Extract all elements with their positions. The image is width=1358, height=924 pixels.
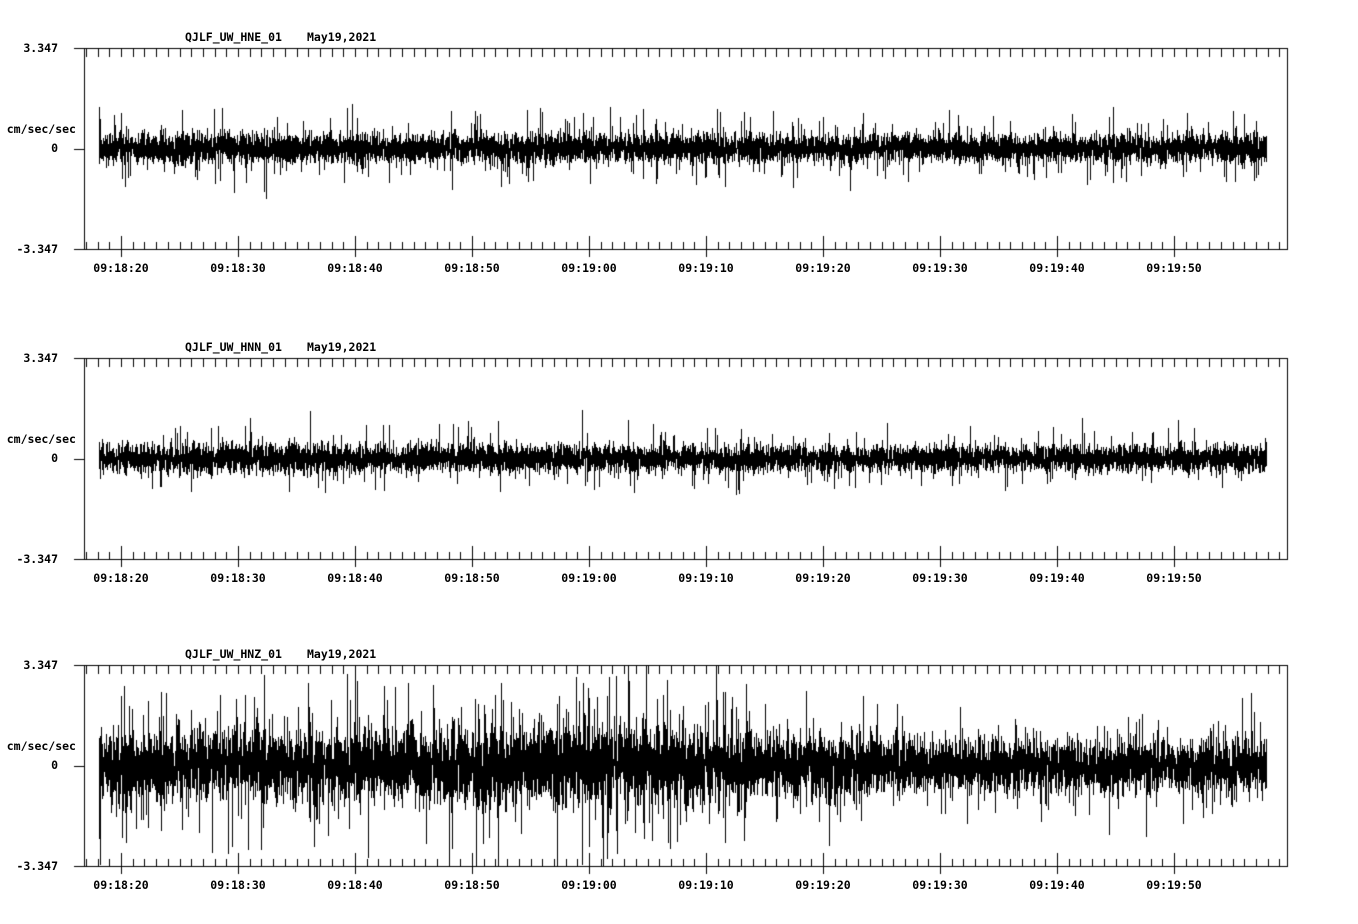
panel-title-station: QJLF_UW_HNN_01: [185, 340, 282, 354]
x-tick-label: 09:19:40: [1029, 261, 1085, 275]
x-tick-label: 09:19:40: [1029, 571, 1085, 585]
y-tick-min: -3.347: [16, 242, 58, 256]
x-tick-label: 09:19:50: [1146, 261, 1202, 275]
panel-title-date: May19,2021: [307, 340, 377, 354]
y-axis-unit: cm/sec/sec: [6, 122, 76, 136]
panel-title-date: May19,2021: [307, 30, 377, 44]
x-tick-label: 09:19:00: [561, 878, 617, 892]
x-tick-label: 09:19:30: [912, 878, 968, 892]
x-tick-label: 09:18:30: [210, 878, 266, 892]
y-tick-zero: 0: [51, 758, 58, 772]
x-tick-label: 09:19:00: [561, 261, 617, 275]
x-tick-label: 09:18:50: [444, 261, 500, 275]
y-tick-min: -3.347: [16, 552, 58, 566]
x-tick-label: 09:19:20: [795, 878, 851, 892]
x-tick-label: 09:18:20: [93, 261, 149, 275]
x-tick-label: 09:19:20: [795, 261, 851, 275]
x-tick-label: 09:18:30: [210, 571, 266, 585]
y-tick-zero: 0: [51, 141, 58, 155]
x-tick-label: 09:19:00: [561, 571, 617, 585]
x-tick-label: 09:19:10: [678, 571, 734, 585]
x-tick-label: 09:19:40: [1029, 878, 1085, 892]
x-tick-label: 09:19:10: [678, 878, 734, 892]
x-tick-label: 09:19:50: [1146, 878, 1202, 892]
y-tick-zero: 0: [51, 451, 58, 465]
x-tick-label: 09:18:40: [327, 571, 383, 585]
y-tick-min: -3.347: [16, 859, 58, 873]
x-tick-label: 09:19:30: [912, 261, 968, 275]
panel-title-station: QJLF_UW_HNZ_01: [185, 647, 282, 661]
x-tick-label: 09:18:50: [444, 571, 500, 585]
y-axis-unit: cm/sec/sec: [6, 739, 76, 753]
y-tick-max: 3.347: [23, 351, 58, 365]
x-tick-label: 09:18:20: [93, 878, 149, 892]
panel-title-date: May19,2021: [307, 647, 377, 661]
y-tick-max: 3.347: [23, 41, 58, 55]
x-tick-label: 09:19:20: [795, 571, 851, 585]
panel-title-station: QJLF_UW_HNE_01: [185, 30, 282, 44]
y-axis-unit: cm/sec/sec: [6, 432, 76, 446]
x-tick-label: 09:18:20: [93, 571, 149, 585]
x-tick-label: 09:18:30: [210, 261, 266, 275]
x-tick-label: 09:19:30: [912, 571, 968, 585]
x-tick-label: 09:19:50: [1146, 571, 1202, 585]
x-tick-label: 09:18:40: [327, 261, 383, 275]
y-tick-max: 3.347: [23, 658, 58, 672]
x-tick-label: 09:18:40: [327, 878, 383, 892]
x-tick-label: 09:18:50: [444, 878, 500, 892]
x-tick-label: 09:19:10: [678, 261, 734, 275]
